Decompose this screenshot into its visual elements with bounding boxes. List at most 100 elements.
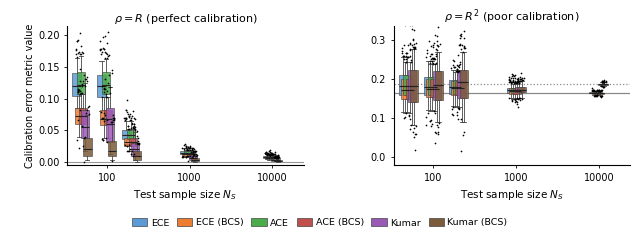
Point <box>272 154 282 158</box>
Point <box>453 69 463 73</box>
Point <box>510 80 520 84</box>
PathPatch shape <box>460 70 468 98</box>
Point <box>432 43 442 47</box>
Point <box>588 88 598 92</box>
Point <box>177 156 188 159</box>
Point <box>127 121 138 125</box>
Point <box>78 144 88 148</box>
Point <box>509 76 520 80</box>
Point <box>429 57 440 61</box>
Point <box>83 105 93 109</box>
Point <box>100 136 111 140</box>
Point <box>410 45 420 49</box>
Point <box>72 139 83 142</box>
Point <box>404 115 414 118</box>
Point <box>591 94 601 98</box>
Point <box>398 54 408 58</box>
Point <box>448 63 458 67</box>
Point <box>453 43 463 47</box>
Point <box>596 84 607 88</box>
Point <box>595 89 605 93</box>
Point <box>185 148 195 152</box>
Point <box>459 130 469 134</box>
Point <box>456 47 467 51</box>
Point <box>261 152 271 156</box>
Point <box>99 34 109 38</box>
Point <box>109 118 120 122</box>
Point <box>594 89 604 93</box>
Point <box>127 149 137 153</box>
Point <box>268 152 278 156</box>
Point <box>516 77 527 81</box>
Point <box>434 121 444 125</box>
Point <box>454 43 465 47</box>
Point <box>596 95 606 98</box>
Point <box>504 77 515 81</box>
Point <box>451 114 461 117</box>
Point <box>124 149 134 153</box>
Point <box>509 74 519 78</box>
Point <box>514 81 524 85</box>
Point <box>124 143 134 147</box>
Point <box>182 147 192 151</box>
Point <box>515 77 525 81</box>
Point <box>451 63 461 67</box>
Point <box>99 47 109 51</box>
Point <box>264 149 274 153</box>
Point <box>109 116 119 120</box>
Point <box>426 44 436 48</box>
Point <box>129 127 140 131</box>
Point <box>430 33 440 37</box>
Point <box>460 46 470 50</box>
Point <box>98 138 108 142</box>
Point <box>513 80 524 84</box>
Point <box>512 101 522 104</box>
PathPatch shape <box>600 84 609 85</box>
Point <box>187 147 197 151</box>
Point <box>99 47 109 51</box>
PathPatch shape <box>102 72 110 94</box>
Y-axis label: Calibration error metric value: Calibration error metric value <box>26 23 35 168</box>
Point <box>188 152 198 156</box>
Point <box>430 57 440 61</box>
Point <box>188 146 198 150</box>
Point <box>189 149 199 153</box>
Point <box>75 79 85 83</box>
Point <box>125 147 136 151</box>
Point <box>405 23 415 27</box>
Point <box>102 89 112 93</box>
PathPatch shape <box>127 130 135 139</box>
Point <box>595 94 605 98</box>
Point <box>74 89 84 93</box>
Point <box>513 105 524 109</box>
Point <box>592 94 602 97</box>
Point <box>267 151 277 155</box>
PathPatch shape <box>77 72 85 94</box>
Point <box>512 81 522 85</box>
Point <box>513 78 524 82</box>
Point <box>273 156 283 160</box>
Point <box>108 113 118 117</box>
Point <box>506 76 516 80</box>
Point <box>409 135 419 139</box>
Point <box>432 34 442 38</box>
Point <box>180 142 190 146</box>
Point <box>99 119 109 123</box>
Point <box>430 130 440 134</box>
Point <box>408 46 418 49</box>
PathPatch shape <box>513 88 522 94</box>
PathPatch shape <box>426 79 435 97</box>
Point <box>260 152 270 155</box>
Point <box>264 153 275 157</box>
Point <box>266 152 276 156</box>
Point <box>454 36 465 40</box>
Point <box>508 76 518 80</box>
Point <box>104 85 115 89</box>
PathPatch shape <box>271 159 280 161</box>
Point <box>129 122 139 126</box>
Point <box>598 80 609 84</box>
Point <box>422 51 432 55</box>
Point <box>411 124 421 127</box>
Point <box>403 55 413 59</box>
Point <box>265 151 275 154</box>
